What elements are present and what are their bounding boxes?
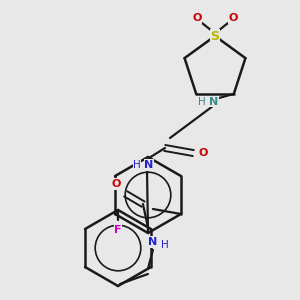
Text: O: O	[228, 13, 238, 23]
Text: H: H	[133, 160, 141, 170]
Text: S: S	[211, 29, 220, 43]
Text: N: N	[209, 97, 218, 107]
Text: H: H	[161, 240, 169, 250]
Text: O: O	[111, 179, 121, 189]
Text: F: F	[114, 225, 122, 235]
Text: O: O	[198, 148, 208, 158]
Text: N: N	[144, 160, 154, 170]
Text: H: H	[198, 97, 206, 107]
Text: N: N	[148, 237, 158, 247]
Text: O: O	[192, 13, 202, 23]
